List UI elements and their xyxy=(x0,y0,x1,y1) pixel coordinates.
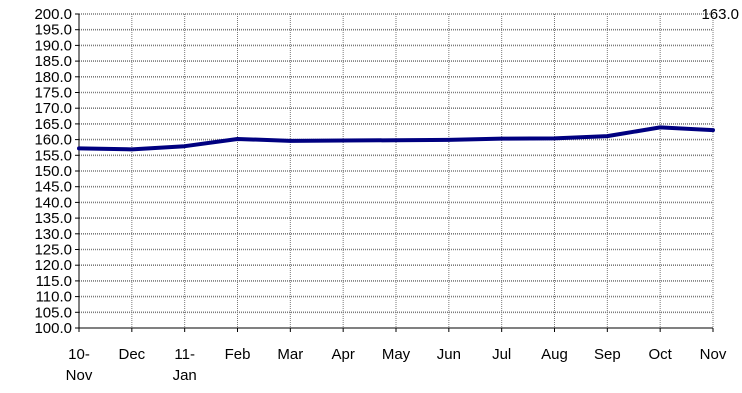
x-tick-label: Feb xyxy=(225,346,251,363)
end-value-label: 163.0 xyxy=(701,6,739,23)
y-tick-label: 120.0 xyxy=(34,257,72,274)
y-tick-label: 135.0 xyxy=(34,210,72,227)
x-tick-label-line: Feb xyxy=(225,346,251,363)
x-tick-label-line: Apr xyxy=(331,346,354,363)
x-tick-label: May xyxy=(382,346,411,363)
x-tick-label-line: Nov xyxy=(700,346,727,363)
y-tick-label: 175.0 xyxy=(34,85,72,102)
x-tick-label: 10- Nov xyxy=(66,346,93,384)
y-tick-label: 160.0 xyxy=(34,132,72,149)
x-tick-label-line: 10- xyxy=(68,346,90,363)
x-tick-label: Sep xyxy=(594,346,621,363)
x-tick-label-line: Nov xyxy=(66,367,93,384)
y-tick-label: 170.0 xyxy=(34,100,72,117)
y-tick-label: 145.0 xyxy=(34,179,72,196)
x-tick-label-line: May xyxy=(382,346,411,363)
x-tick-label: Jul xyxy=(492,346,511,363)
x-tick-label-line: Oct xyxy=(648,346,672,363)
x-tick-label: Aug xyxy=(541,346,568,363)
x-tick-label: Apr xyxy=(331,346,354,363)
series-line xyxy=(77,125,715,152)
x-tick-label-line: 11- xyxy=(174,346,195,363)
x-tick-label-line: Jan xyxy=(173,367,197,384)
y-tick-label: 155.0 xyxy=(34,147,72,164)
x-tick-label-line: Dec xyxy=(118,346,145,363)
y-tick-label: 130.0 xyxy=(34,226,72,243)
x-tick-label-line: Mar xyxy=(277,346,303,363)
y-tick-label: 105.0 xyxy=(34,304,72,321)
y-tick-label: 125.0 xyxy=(34,242,72,259)
x-tick-label-line: Jun xyxy=(437,346,461,363)
x-tick-label: Nov xyxy=(700,346,727,363)
y-tick-label: 115.0 xyxy=(36,273,72,290)
y-tick-label: 100.0 xyxy=(34,320,72,337)
x-tick-label: Mar xyxy=(277,346,303,363)
y-tick-label: 180.0 xyxy=(34,69,72,86)
y-tick-label: 165.0 xyxy=(34,116,72,133)
x-tick-label-line: Aug xyxy=(541,346,568,363)
y-tick-label: 110.0 xyxy=(36,289,72,306)
x-tick-label: Jun xyxy=(437,346,461,363)
y-tick-label: 140.0 xyxy=(34,194,72,211)
x-tick-label-line: Jul xyxy=(492,346,511,363)
x-tick-label: Oct xyxy=(648,346,672,363)
y-tick-label: 200.0 xyxy=(34,6,72,23)
y-tick-label: 185.0 xyxy=(34,53,72,70)
x-tick-label: 11- Jan xyxy=(173,346,197,384)
x-tick-label: Dec xyxy=(118,346,145,363)
x-tick-label-line: Sep xyxy=(594,346,621,363)
y-tick-label: 195.0 xyxy=(34,22,72,39)
y-tick-label: 150.0 xyxy=(34,163,72,180)
y-tick-label: 190.0 xyxy=(34,37,72,54)
